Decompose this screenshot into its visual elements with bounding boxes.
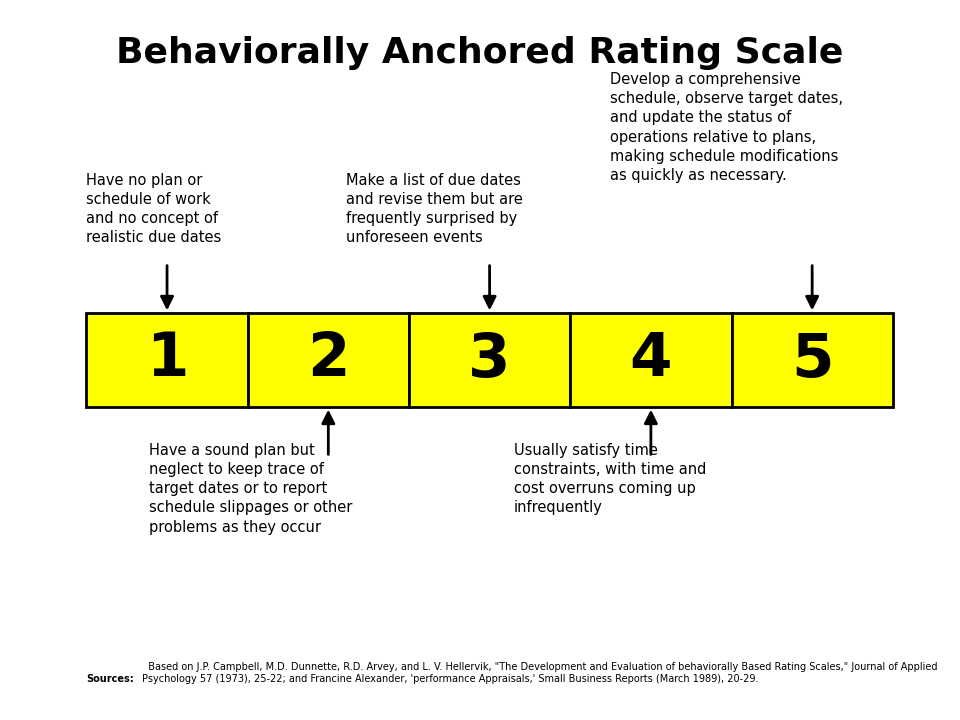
Bar — [409, 313, 570, 407]
Text: Behaviorally Anchored Rating Scale: Behaviorally Anchored Rating Scale — [116, 36, 844, 70]
Text: 2: 2 — [307, 330, 349, 390]
Text: Make a list of due dates
and revise them but are
frequently surprised by
unfores: Make a list of due dates and revise them… — [346, 173, 522, 246]
Bar — [248, 313, 409, 407]
Text: Have a sound plan but
neglect to keep trace of
target dates or to report
schedul: Have a sound plan but neglect to keep tr… — [149, 443, 352, 534]
Text: 4: 4 — [630, 330, 672, 390]
Text: Have no plan or
schedule of work
and no concept of
realistic due dates: Have no plan or schedule of work and no … — [86, 173, 222, 246]
Text: 3: 3 — [468, 330, 511, 390]
Text: 5: 5 — [791, 330, 833, 390]
Text: Develop a comprehensive
schedule, observe target dates,
and update the status of: Develop a comprehensive schedule, observ… — [610, 72, 843, 183]
Text: Based on J.P. Campbell, M.D. Dunnette, R.D. Arvey, and L. V. Hellervik, "The Dev: Based on J.P. Campbell, M.D. Dunnette, R… — [142, 662, 938, 684]
Bar — [570, 313, 732, 407]
Bar — [732, 313, 893, 407]
Text: 1: 1 — [146, 330, 188, 390]
Text: Usually satisfy time
constraints, with time and
cost overruns coming up
infreque: Usually satisfy time constraints, with t… — [514, 443, 706, 516]
Bar — [86, 313, 248, 407]
Text: Sources:: Sources: — [86, 674, 134, 684]
